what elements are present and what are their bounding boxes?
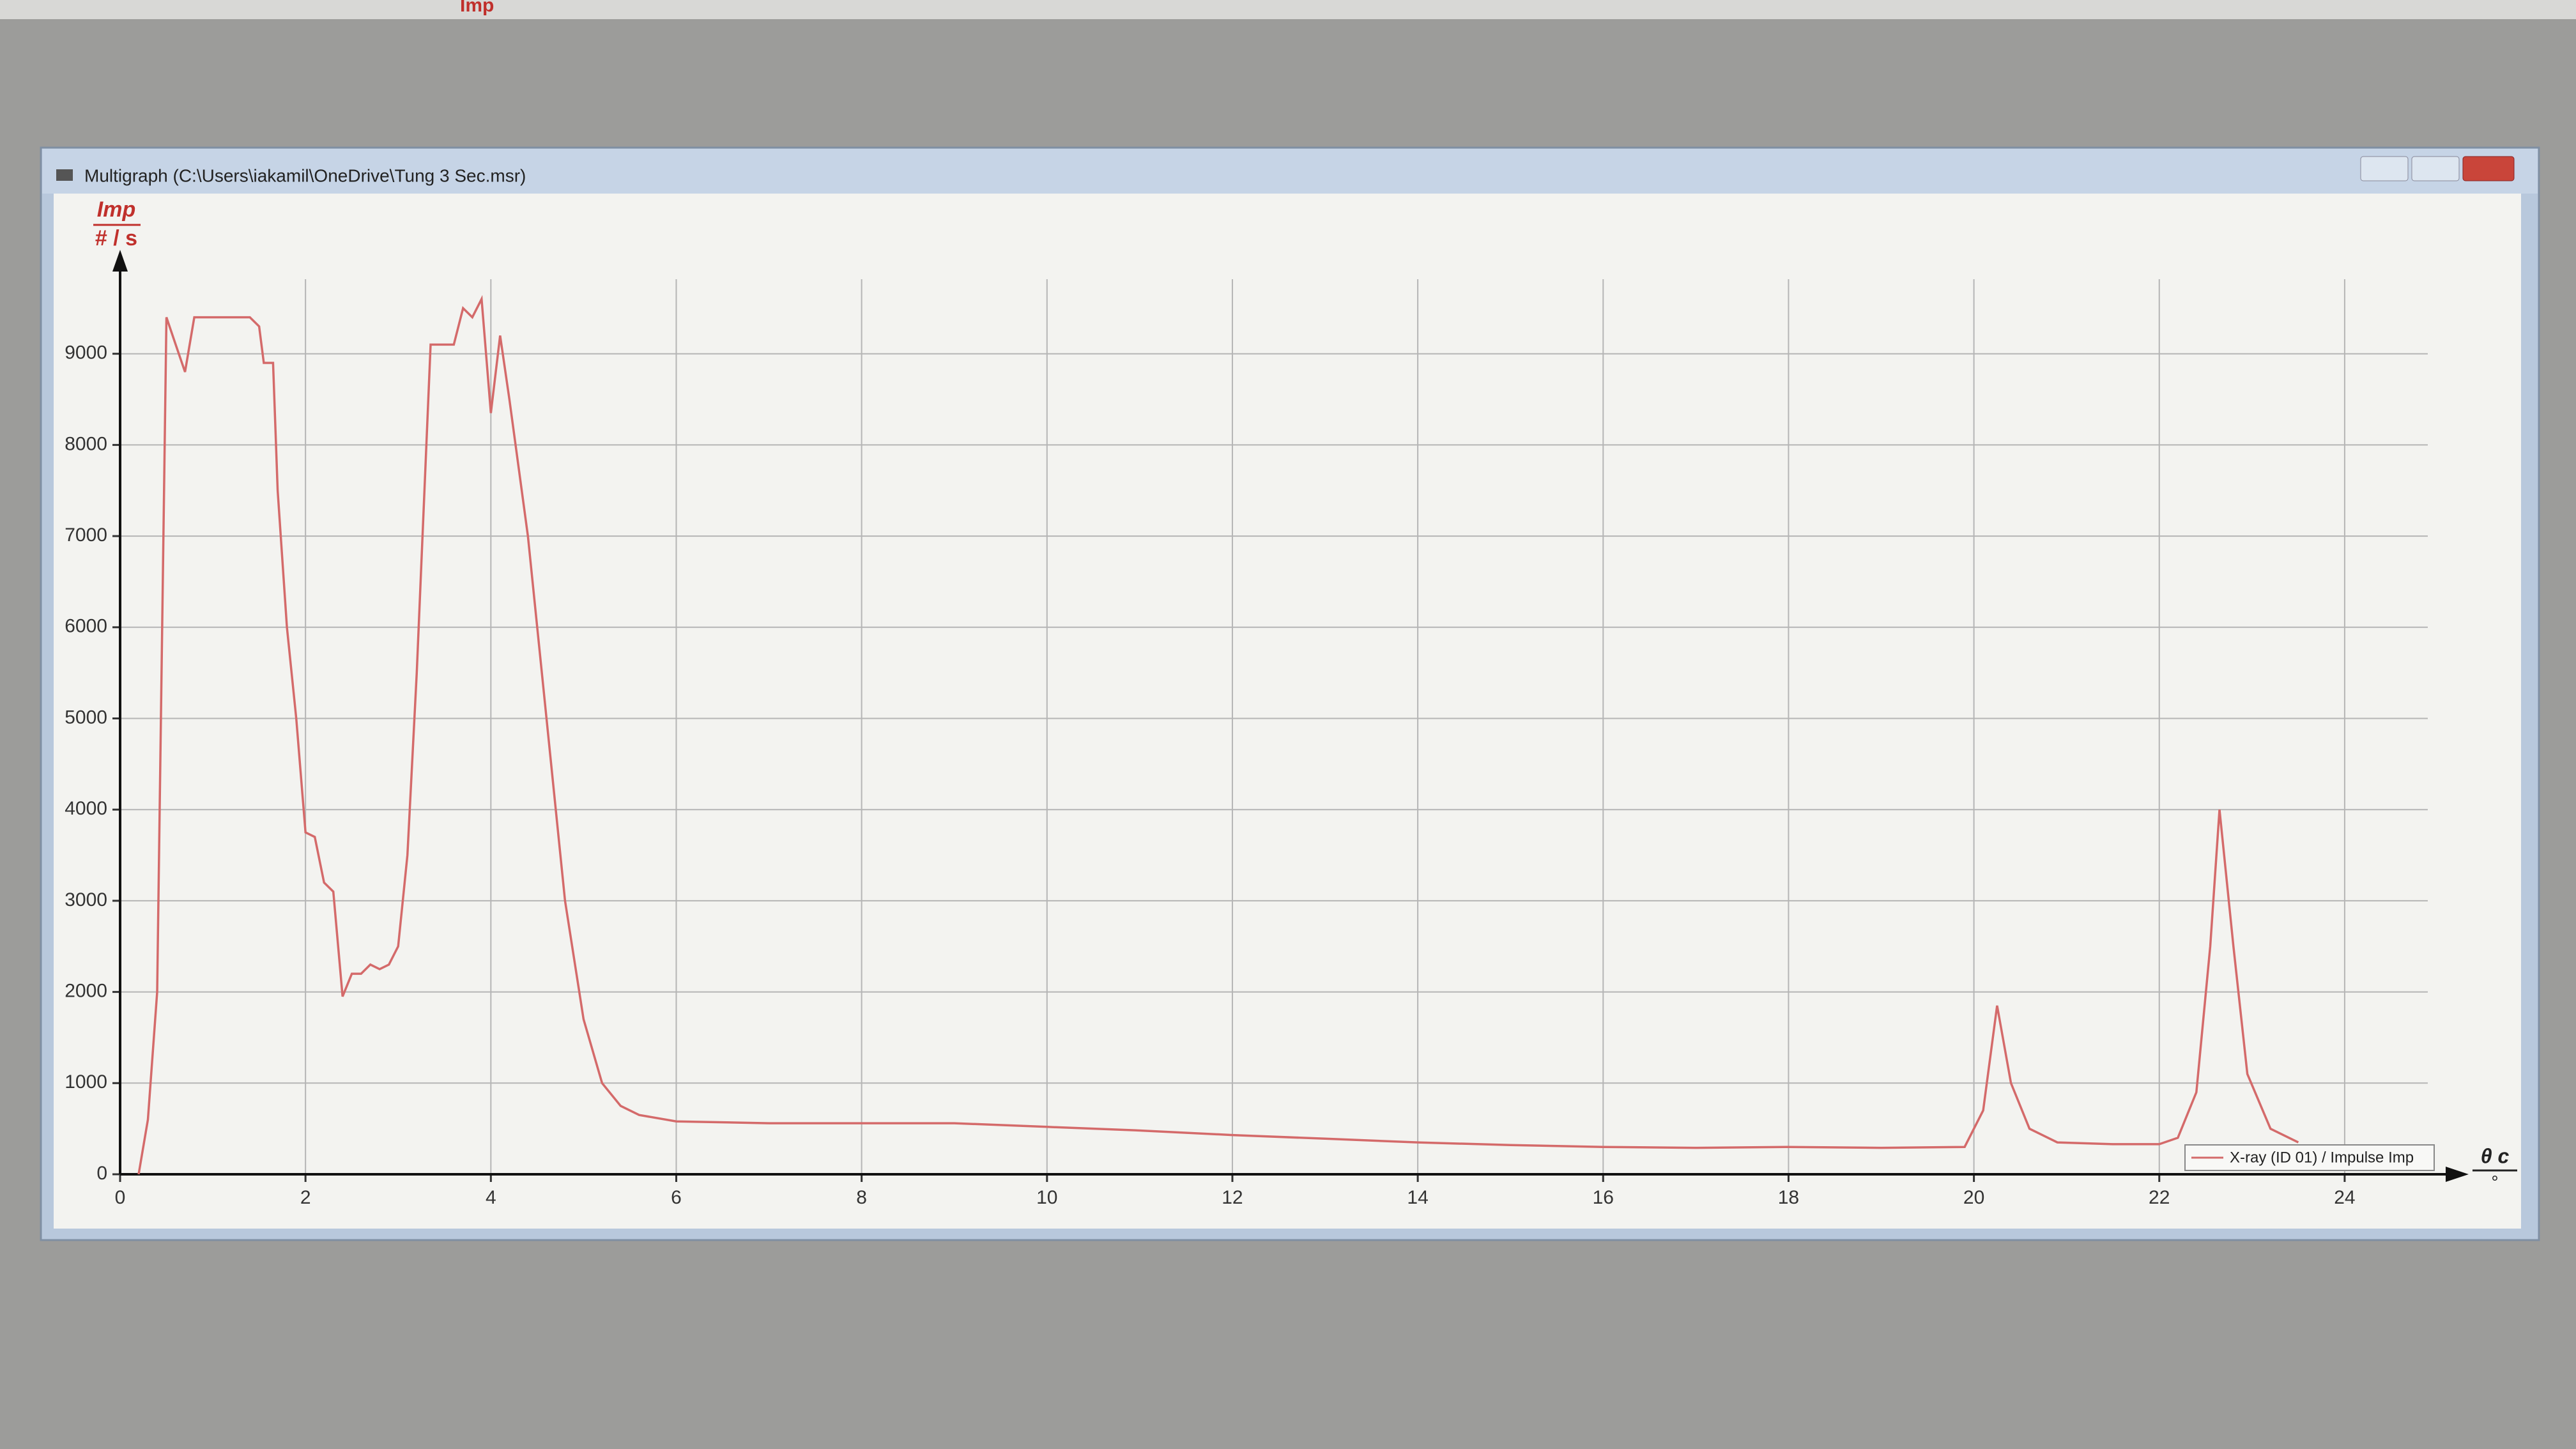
x-tick-label: 10 bbox=[1036, 1187, 1057, 1208]
y-tick-label: 2000 bbox=[65, 981, 107, 1002]
x-tick-label: 18 bbox=[1778, 1187, 1799, 1208]
x-tick-label: 12 bbox=[1222, 1187, 1243, 1208]
y-tick-label: 0 bbox=[96, 1163, 107, 1184]
window-icon bbox=[56, 169, 73, 181]
x-axis-label: θ c bbox=[2481, 1144, 2510, 1167]
plot-panel bbox=[54, 194, 2521, 1229]
y-tick-label: 6000 bbox=[65, 616, 107, 637]
x-tick-label: 14 bbox=[1407, 1187, 1428, 1208]
y-axis-label: Imp bbox=[97, 197, 135, 222]
x-axis-unit: ° bbox=[2491, 1172, 2498, 1192]
close-button[interactable] bbox=[2462, 156, 2515, 181]
y-tick-label: 8000 bbox=[65, 433, 107, 454]
y-tick-label: 3000 bbox=[65, 889, 107, 910]
x-tick-label: 24 bbox=[2334, 1187, 2355, 1208]
x-tick-label: 6 bbox=[671, 1187, 682, 1208]
toolbar bbox=[0, 0, 2576, 19]
x-tick-label: 20 bbox=[1963, 1187, 1984, 1208]
x-tick-label: 8 bbox=[856, 1187, 867, 1208]
legend-label: X-ray (ID 01) / Impulse Imp bbox=[2230, 1149, 2414, 1166]
y-tick-label: 9000 bbox=[65, 342, 107, 364]
x-tick-label: 0 bbox=[115, 1187, 126, 1208]
data-line bbox=[137, 295, 2299, 1175]
x-tick-label: 4 bbox=[486, 1187, 496, 1208]
y-axis-arrow bbox=[112, 250, 128, 272]
toolbar-label[interactable]: Imp bbox=[460, 0, 494, 16]
x-tick-label: 16 bbox=[1593, 1187, 1614, 1208]
y-tick-label: 7000 bbox=[65, 525, 107, 546]
minimize-button[interactable] bbox=[2360, 156, 2409, 181]
y-tick-label: 4000 bbox=[65, 798, 107, 819]
y-axis-unit: # / s bbox=[95, 226, 137, 250]
x-axis-arrow bbox=[2446, 1167, 2469, 1182]
maximize-button[interactable] bbox=[2411, 156, 2460, 181]
x-tick-label: 2 bbox=[300, 1187, 311, 1208]
x-tick-label: 22 bbox=[2149, 1187, 2170, 1208]
y-tick-label: 5000 bbox=[65, 707, 107, 728]
window-title: Multigraph (C:\Users\iakamil\OneDrive\Tu… bbox=[84, 165, 526, 185]
y-tick-label: 1000 bbox=[65, 1071, 107, 1092]
legend-box bbox=[2184, 1144, 2435, 1171]
title-bar bbox=[42, 149, 2538, 194]
